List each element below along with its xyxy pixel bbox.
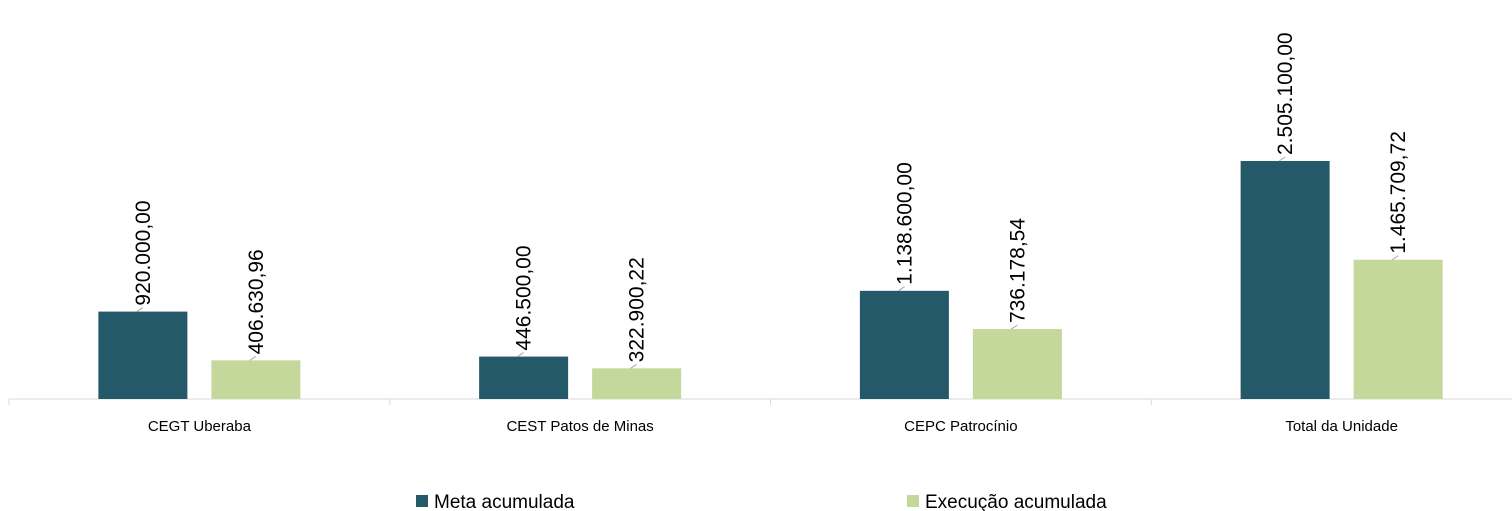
data-label: 736.178,54 bbox=[1006, 218, 1029, 323]
data-label: 1.138.600,00 bbox=[893, 162, 916, 285]
data-label: 406.630,96 bbox=[245, 249, 268, 354]
label-leader bbox=[1391, 255, 1399, 261]
data-label: 446.500,00 bbox=[513, 245, 536, 350]
x-tick-label: CEGT Uberaba bbox=[148, 418, 252, 435]
data-label: 322.900,22 bbox=[626, 257, 649, 362]
bar bbox=[211, 360, 301, 399]
bar bbox=[98, 311, 188, 399]
legend-swatch bbox=[416, 495, 428, 507]
legend-label: Execução acumulada bbox=[925, 492, 1107, 511]
bar bbox=[1240, 161, 1330, 399]
data-label: 920.000,00 bbox=[132, 200, 155, 305]
label-leader bbox=[898, 286, 905, 292]
label-leader bbox=[630, 363, 637, 369]
x-tick-label: Total da Unidade bbox=[1285, 418, 1398, 435]
bar bbox=[972, 329, 1062, 399]
x-tick-label: CEPC Patrocínio bbox=[904, 418, 1017, 435]
legend-label: Meta acumulada bbox=[434, 492, 575, 511]
label-leader bbox=[136, 307, 144, 313]
label-leader bbox=[517, 352, 524, 357]
label-leader bbox=[1278, 156, 1286, 162]
bar bbox=[1353, 259, 1443, 399]
bar bbox=[592, 368, 682, 399]
legend-swatch bbox=[907, 495, 919, 507]
x-tick-label: CEST Patos de Minas bbox=[506, 418, 653, 435]
bar bbox=[859, 290, 949, 399]
label-leader bbox=[1011, 324, 1018, 330]
data-label: 2.505.100,00 bbox=[1274, 32, 1297, 155]
data-label: 1.465.709,72 bbox=[1387, 131, 1410, 254]
bar bbox=[479, 356, 569, 399]
label-leader bbox=[249, 355, 257, 361]
